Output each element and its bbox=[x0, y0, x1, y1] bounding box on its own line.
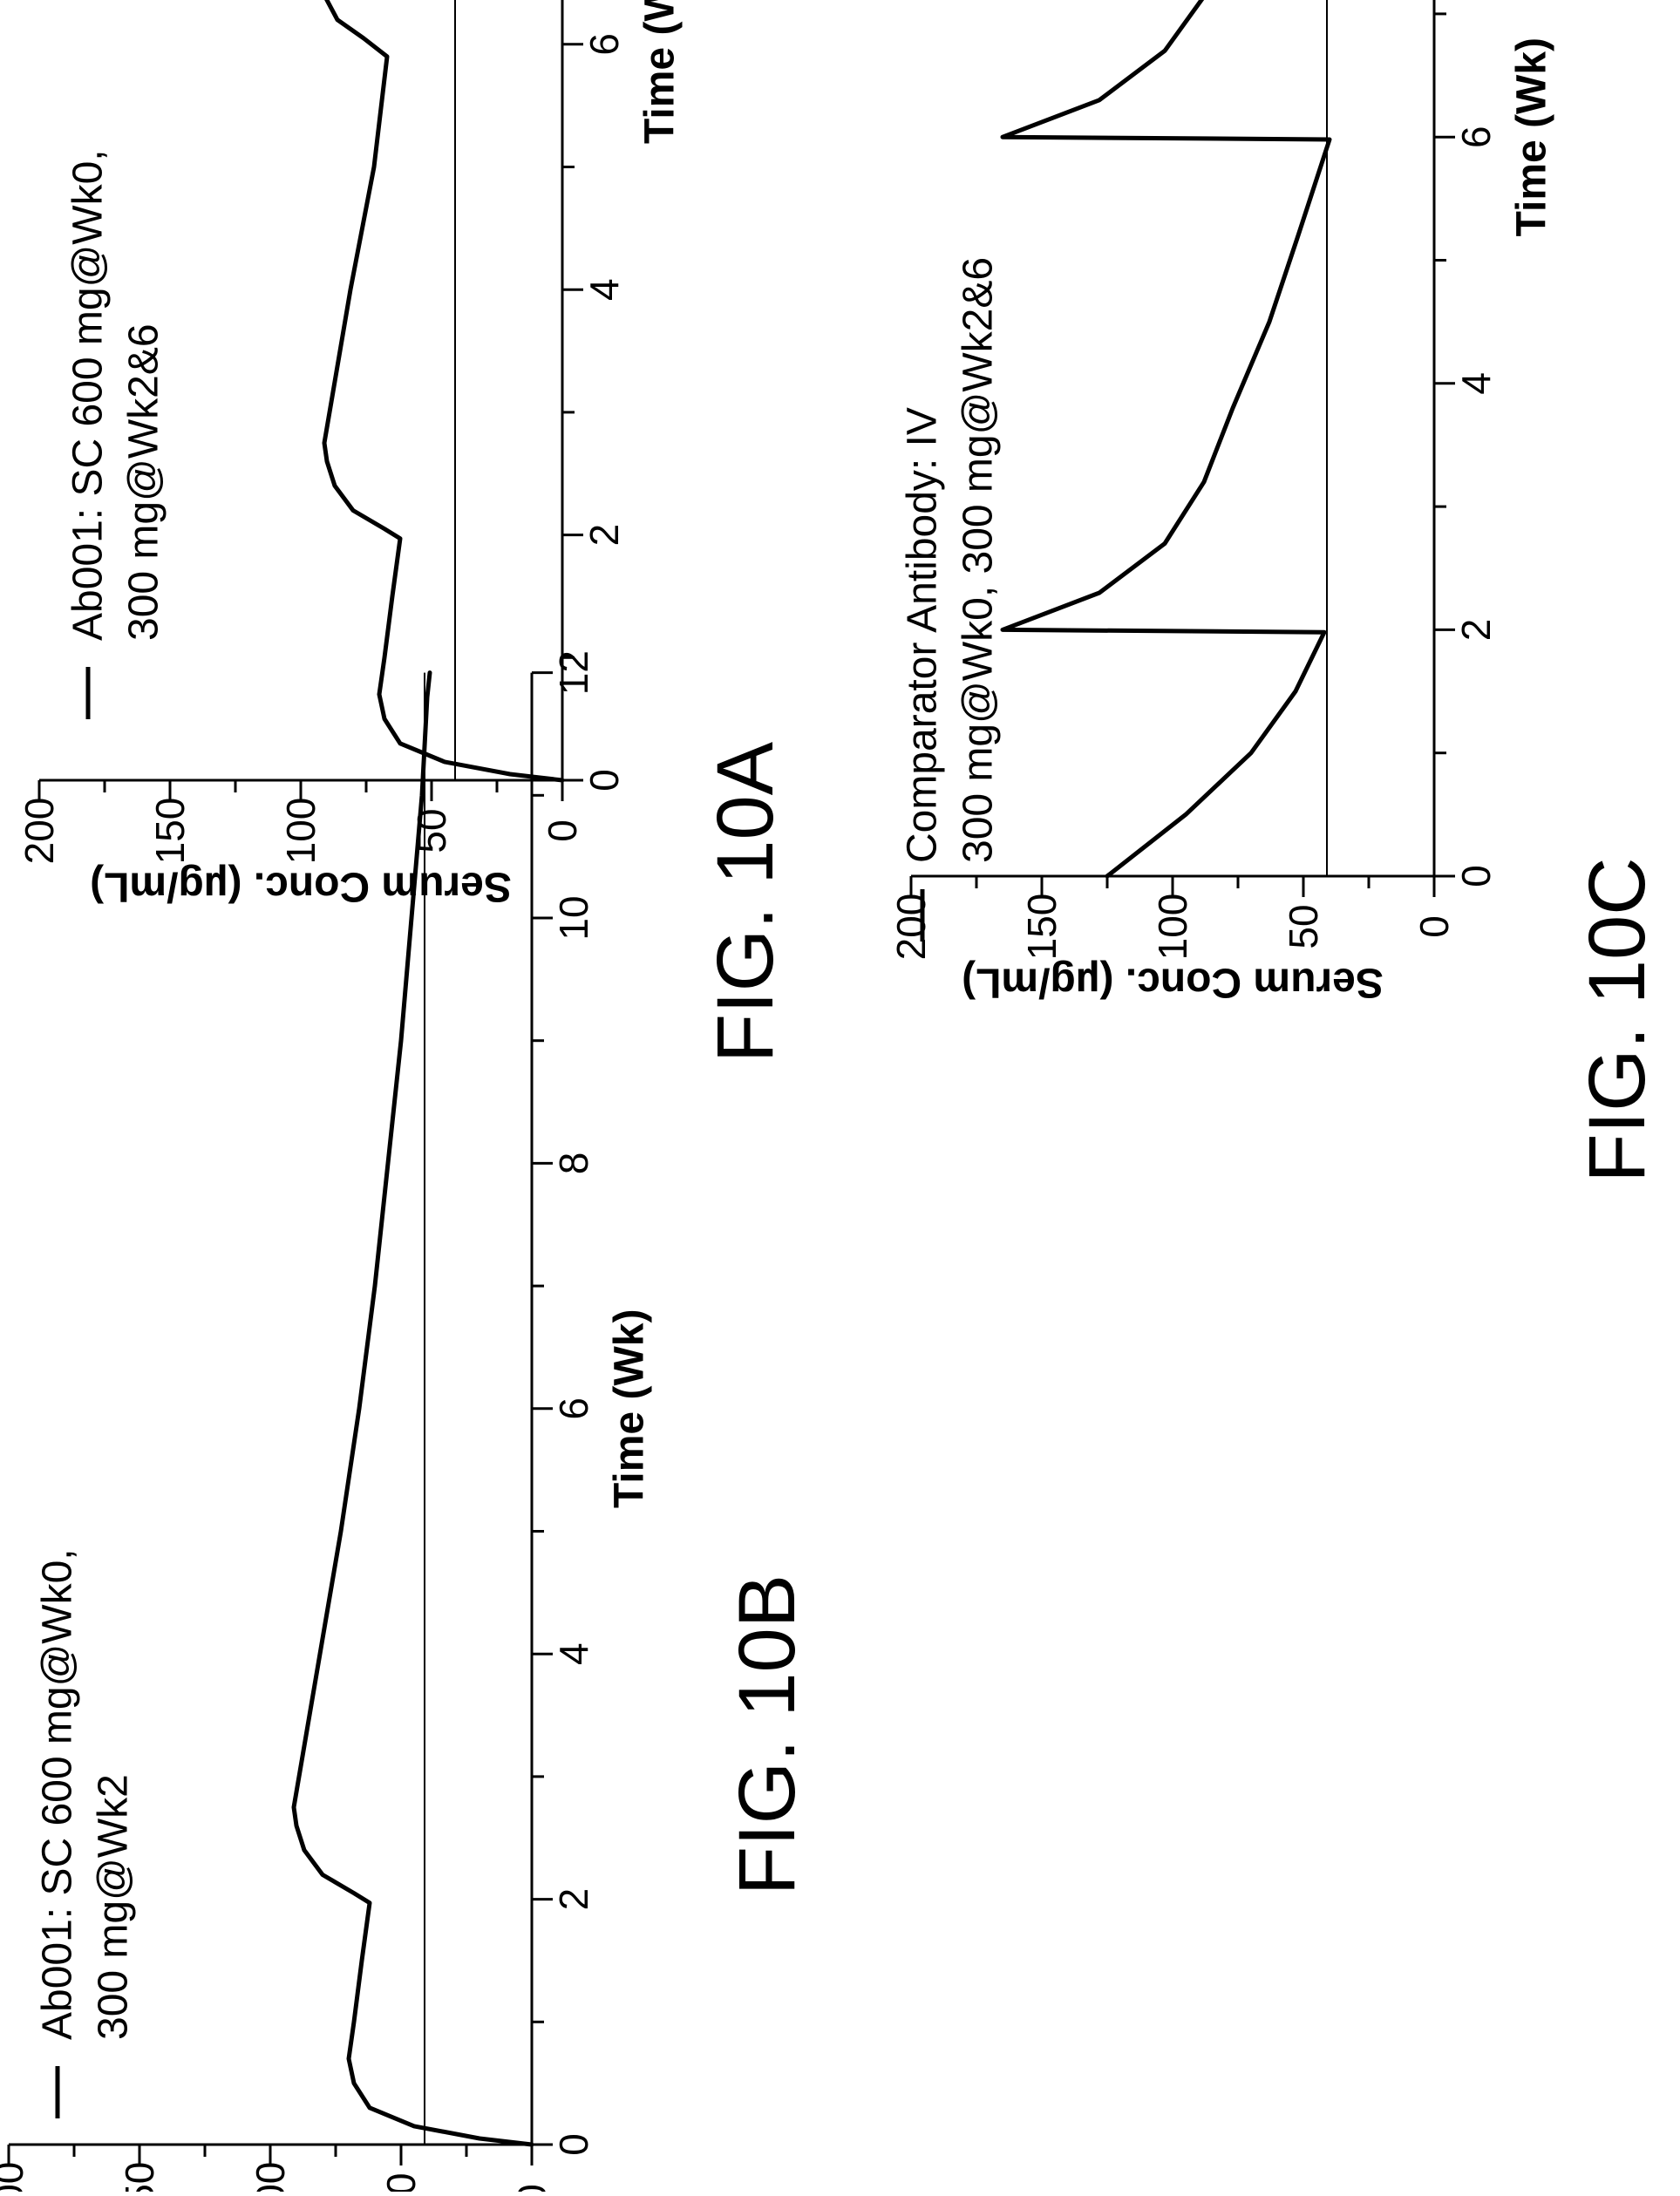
time-tick-label: 6 bbox=[551, 1397, 596, 1420]
concentration-tick-label: 200 bbox=[0, 2162, 31, 2192]
concentration-tick-label: 100 bbox=[278, 798, 323, 865]
legend: Ab001: SC 600 mg@Wk0, 300 mg@Wk2&6 bbox=[65, 149, 167, 719]
fig-10a-chart: 024681012050100150200Time (Wk)Serum Conc… bbox=[0, 650, 790, 2196]
figure-caption: FIG. 10B bbox=[723, 1574, 812, 1895]
concentration-tick-label: 200 bbox=[888, 894, 934, 961]
concentration-tick-label: 0 bbox=[540, 819, 585, 842]
time-tick-label: 6 bbox=[1453, 126, 1499, 148]
fig-10b-chart: 024681012050100150200Time (Wk)Serum Conc… bbox=[17, 0, 812, 1895]
legend: Comparator Antibody: IV 300 mg@Wk0, 300 m… bbox=[900, 257, 1002, 942]
time-tick-label: 4 bbox=[582, 278, 627, 301]
concentration-tick-label: 0 bbox=[1411, 915, 1457, 938]
concentration-tick-label: 100 bbox=[248, 2162, 293, 2192]
concentration-tick-label: 200 bbox=[17, 798, 62, 865]
x-axis-title: Time (Wk) bbox=[637, 0, 684, 144]
time-tick-label: 0 bbox=[551, 2133, 596, 2156]
time-tick-label: 4 bbox=[551, 1642, 596, 1665]
x-axis-title: Time (Wk) bbox=[1509, 37, 1555, 236]
time-tick-label: 8 bbox=[551, 1152, 596, 1175]
time-tick-label: 0 bbox=[1453, 865, 1499, 887]
fig-10c-chart: 024681012050100150200Time (Wk)Serum Conc… bbox=[888, 0, 1662, 1183]
time-tick-label: 10 bbox=[551, 895, 596, 940]
concentration-tick-label: 50 bbox=[409, 808, 454, 853]
legend-entry: Comparator Antibody: IV bbox=[900, 407, 946, 863]
figure-caption: FIG. 10C bbox=[1573, 857, 1662, 1182]
legend-entry: 300 mg@Wk0, 300 mg@Wk2&6 bbox=[956, 257, 1002, 863]
concentration-tick-label: 50 bbox=[1281, 904, 1326, 948]
concentration-tick-label: 100 bbox=[1150, 894, 1195, 961]
concentration-tick-label: 50 bbox=[378, 2172, 424, 2192]
legend-entry: Ab001: SC 600 mg@Wk0, bbox=[35, 1548, 81, 2040]
legend-entry: 300 mg@Wk2 bbox=[91, 1774, 137, 2040]
time-tick-label: 2 bbox=[1453, 619, 1499, 642]
concentration-tick-label: 150 bbox=[147, 798, 193, 865]
legend-entry: 300 mg@Wk2&6 bbox=[121, 323, 167, 641]
concentration-tick-label: 0 bbox=[509, 2184, 554, 2192]
y-axis-title: Serum Conc. (µg/mL) bbox=[962, 960, 1384, 1006]
legend-entry: Ab001: SC 600 mg@Wk0, bbox=[65, 149, 112, 641]
series-line bbox=[1000, 0, 1332, 879]
time-tick-label: 4 bbox=[1453, 372, 1499, 395]
x-axis-title: Time (Wk) bbox=[607, 1309, 653, 1508]
time-tick-label: 6 bbox=[582, 33, 627, 56]
concentration-tick-label: 150 bbox=[117, 2162, 162, 2192]
series-line bbox=[322, 0, 565, 783]
y-axis-title: Serum Conc. (µg/mL) bbox=[90, 864, 512, 910]
time-tick-label: 0 bbox=[582, 769, 627, 792]
time-tick-label: 2 bbox=[582, 524, 627, 547]
figure-caption: FIG. 10A bbox=[701, 741, 790, 1063]
time-tick-label: 2 bbox=[551, 1888, 596, 1911]
concentration-tick-label: 150 bbox=[1019, 894, 1064, 961]
series-line bbox=[291, 670, 534, 2147]
legend: Ab001: SC 600 mg@Wk0, 300 mg@Wk2 bbox=[35, 1548, 137, 2118]
